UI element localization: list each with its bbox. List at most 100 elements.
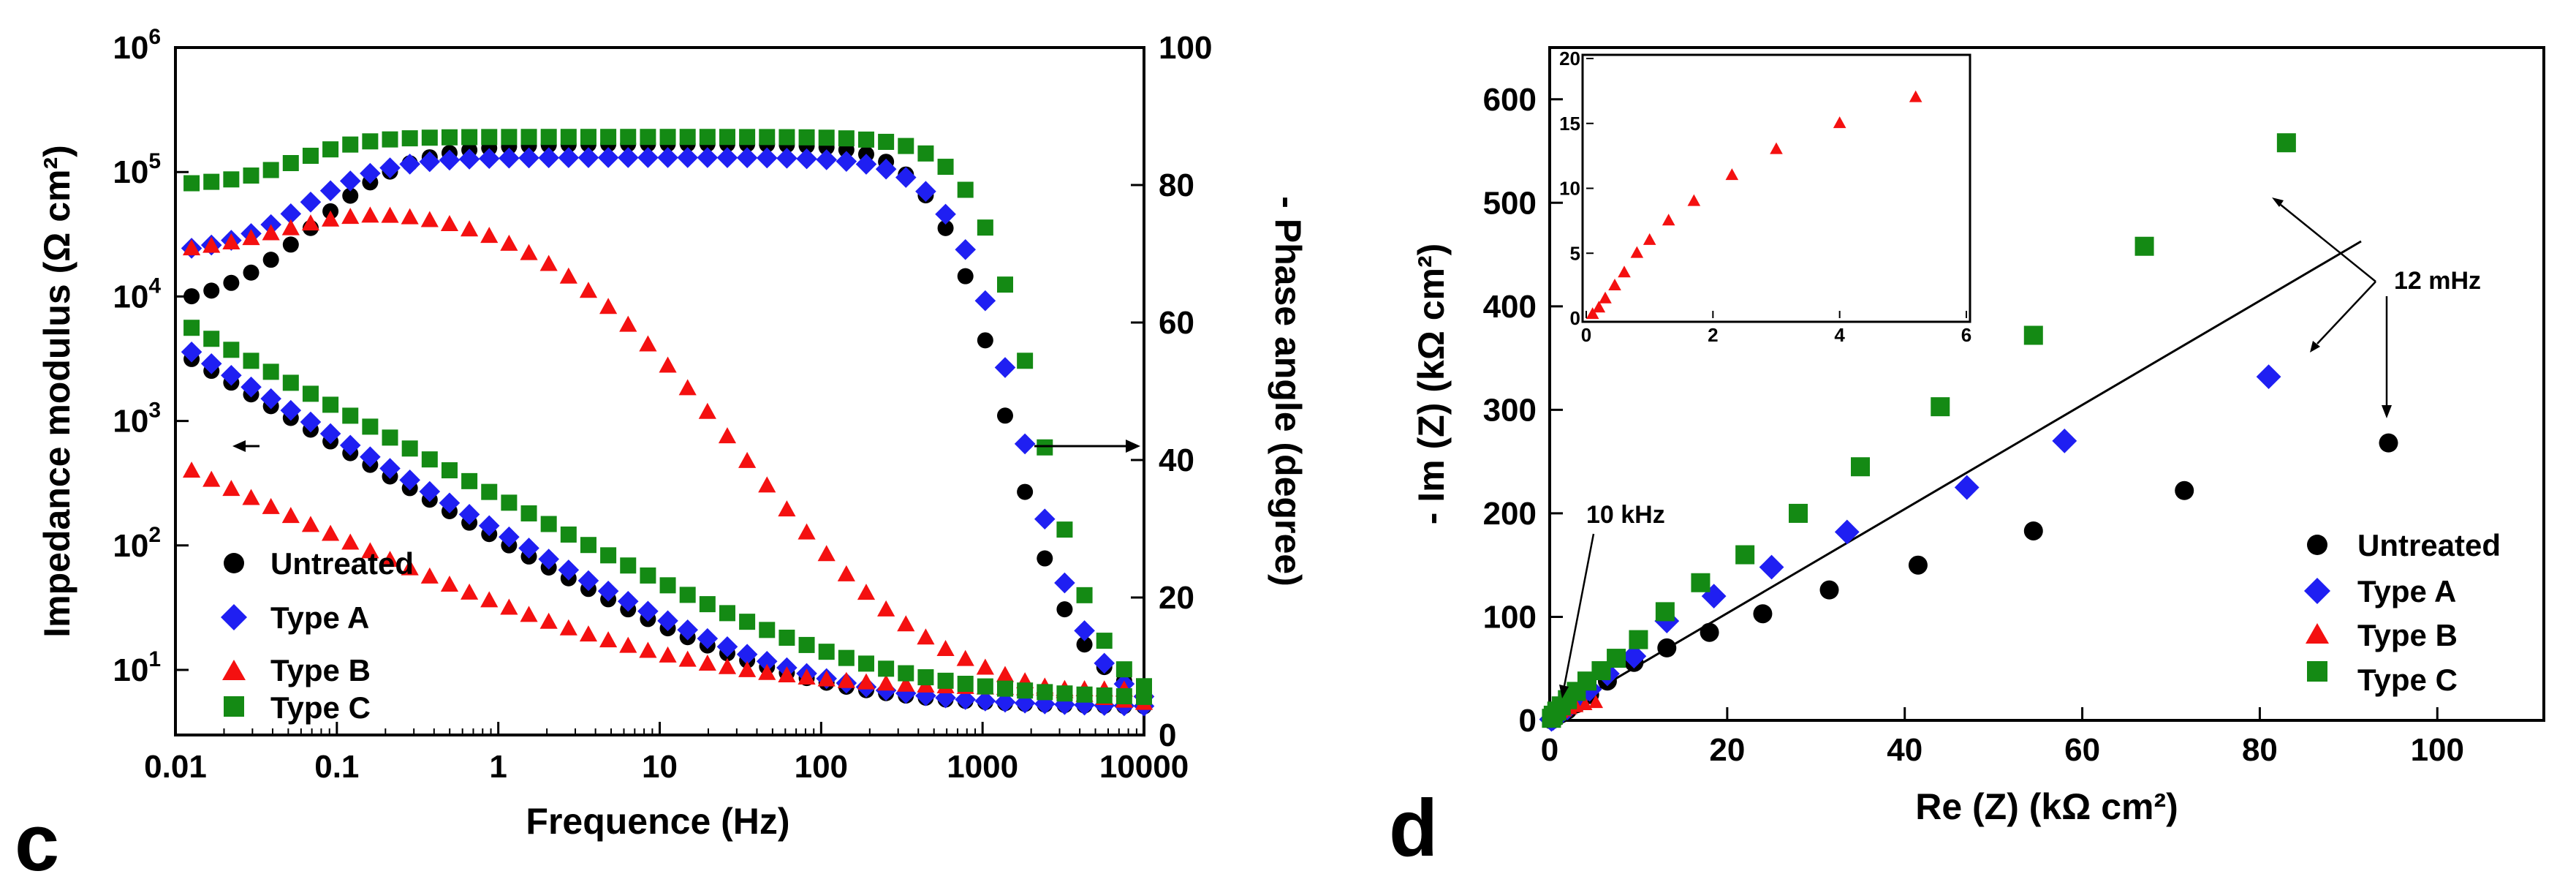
panel-c-point-type_b-phase — [202, 236, 221, 253]
panel-c-point-type_b-phase — [718, 427, 737, 444]
panel-c-point-type_c-phase — [620, 129, 637, 146]
panel-c-right-y-tick-label: 40 — [1159, 442, 1194, 478]
panel-c-point-type_a-modulus — [260, 388, 281, 410]
panel-c-point-type_c-modulus — [699, 596, 716, 613]
panel-c-point-untreated-phase — [342, 187, 359, 204]
panel-c-point-type_b-modulus — [539, 612, 558, 629]
panel-c-point-type_c-modulus — [322, 396, 339, 413]
panel-c-point-type_a-phase — [756, 147, 778, 169]
panel-c-point-type_b-phase — [778, 500, 796, 517]
panel-c-point-type_c-phase — [183, 175, 200, 192]
panel-d-point-untreated — [1908, 555, 1928, 575]
panel-c-point-type_a-phase — [478, 148, 500, 170]
panel-c-point-type_a-modulus — [955, 689, 977, 710]
panel-c-point-untreated-phase — [1056, 601, 1073, 618]
panel-c-point-type_a-phase — [597, 147, 619, 168]
panel-c-point-type_c-phase — [679, 129, 696, 146]
panel-c-point-type_a-phase — [1014, 433, 1036, 455]
panel-c-point-type_a-modulus — [617, 590, 639, 612]
panel-c-point-type_b-phase — [996, 666, 1015, 682]
panel-c-point-type_c-phase — [302, 148, 319, 165]
panel-c-point-type_b-modulus — [301, 516, 320, 532]
panel-c-left-y-tick-label: 104 — [113, 274, 161, 314]
panel-c-point-type_b-phase — [321, 210, 340, 227]
panel-c-point-type_c-modulus — [560, 526, 577, 543]
panel-c-point-type_b-phase — [579, 282, 598, 298]
panel-c-point-untreated-phase — [183, 288, 200, 305]
panel-c-point-type_c-modulus — [580, 537, 596, 554]
panel-c-point-type_c-phase — [719, 129, 735, 146]
panel-d-point-type_a — [1954, 475, 1980, 500]
panel-c-point-untreated-phase — [996, 407, 1013, 424]
panel-c-point-type_b-phase — [678, 379, 697, 396]
panel-d-inset-y-tick-label: 15 — [1559, 113, 1580, 135]
panel-c-point-type_b-modulus — [758, 663, 776, 680]
panel-d-inset-point-type_b — [1833, 116, 1846, 129]
panel-c-point-type_c-modulus — [1076, 686, 1093, 703]
panel-d-inset-x-tick-label: 0 — [1581, 324, 1591, 346]
panel-c-point-type_b-modulus — [678, 650, 697, 667]
panel-c-point-type_b-modulus — [559, 619, 577, 636]
panel-c-right-y-tick-label: 100 — [1159, 30, 1212, 66]
panel-c-point-type_a-modulus — [499, 526, 520, 548]
panel-c-point-type_b-modulus — [341, 533, 360, 550]
panel-c-legend-label-type-c: Type C — [270, 690, 371, 725]
panel-c-point-type_b-phase — [381, 206, 399, 223]
panel-c-point-type_b-modulus — [222, 480, 240, 497]
panel-c-point-type_b-modulus — [500, 598, 518, 615]
panel-c-legend-type-c: Type C — [224, 690, 371, 725]
panel-c-point-type_c-modulus — [540, 516, 557, 532]
panel-c-point-type_a-phase — [677, 147, 698, 168]
panel-c-point-type_b-modulus — [242, 489, 260, 505]
panel-d-annotation-12mhz-label: 12 mHz — [2394, 267, 2481, 295]
panel-c-point-type_b-modulus — [817, 670, 836, 687]
panel-d-legend-label-type-b: Type B — [2357, 618, 2458, 652]
panel-d-inset-x-tick-label: 6 — [1961, 324, 1971, 346]
panel-c-point-type_b-phase — [341, 208, 360, 225]
panel-c-point-type_a-modulus — [538, 549, 559, 570]
panel-d-point-untreated — [2379, 433, 2398, 453]
panel-c-point-type_b-modulus — [718, 657, 737, 674]
panel-c-point-type_c-modulus — [600, 547, 617, 564]
panel-c-point-type_c-phase — [382, 131, 398, 148]
panel-c-point-type_b-phase — [659, 356, 677, 373]
panel-c-x-tick-label: 10000 — [1099, 749, 1189, 785]
panel-c-point-type_c-phase — [937, 159, 954, 176]
panel-d-point-type_c — [1931, 397, 1950, 417]
panel-c-point-type_b-modulus — [599, 631, 618, 648]
panel-c-point-untreated-phase — [1076, 636, 1093, 653]
panel-d-point-type_a — [1621, 644, 1647, 669]
panel-c-point-type_b-modulus — [619, 636, 637, 653]
panel-c-point-type_c-modulus — [481, 483, 498, 500]
panel-c-point-type_b-modulus — [480, 591, 499, 608]
panel-c-point-untreated-phase — [1017, 483, 1034, 500]
panel-c-point-type_c-modulus — [1037, 684, 1053, 701]
panel-d-point-type_a — [1759, 554, 1784, 580]
panel-c-left-y-axis-label: Impedance modulus (Ω cm²) — [37, 145, 77, 638]
panel-c-point-type_c-phase — [1136, 678, 1152, 695]
panel-d-y-tick-label: 0 — [1519, 703, 1537, 739]
panel-d-point-type_c — [1655, 602, 1675, 622]
panel-c-point-type_a-phase — [399, 154, 420, 175]
panel-d-inset: 0 2 4 6 0 5 10 15 20 — [1559, 48, 1971, 346]
panel-c-point-type_c-modulus — [203, 331, 220, 347]
panel-c-point-type_b-modulus — [897, 675, 915, 692]
panel-c-point-type_a-phase — [955, 238, 977, 260]
panel-c-point-type_c-modulus — [620, 557, 637, 574]
panel-c-point-type_b-phase — [500, 234, 518, 251]
panel-d-x-tick-label: 0 — [1541, 732, 1558, 768]
panel-c-x-tick-label: 10 — [642, 749, 678, 785]
panel-c-point-type_c-modulus — [421, 451, 438, 468]
panel-c-point-type_b-phase — [559, 267, 577, 284]
panel-c-point-type_b-phase — [301, 214, 320, 231]
panel-c-point-type_c-phase — [560, 129, 577, 146]
panel-d-legend-marker-type-c — [2307, 661, 2327, 682]
panel-c-point-type_c-modulus — [759, 622, 776, 638]
panel-c-point-type_c-modulus — [957, 676, 974, 693]
panel-c-point-type_b-modulus — [520, 606, 538, 622]
panel-c-point-type_a-phase — [499, 147, 520, 169]
panel-d-legend-marker-type-a — [2304, 578, 2330, 604]
panel-d-inset-point-type_b — [1608, 279, 1621, 291]
panel-d-x-tick-label: 20 — [1709, 732, 1745, 768]
